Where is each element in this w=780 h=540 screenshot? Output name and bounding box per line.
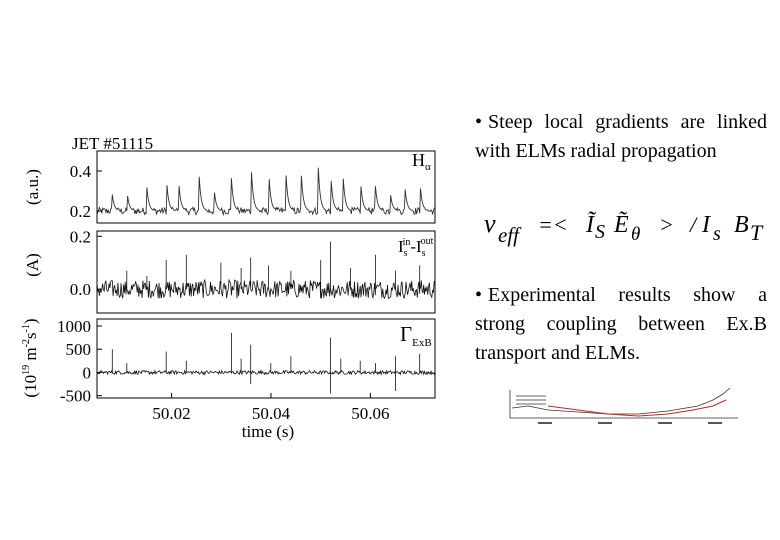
current-y-ticks: 0.2 0.0 xyxy=(70,227,102,299)
formula-eff: eff xyxy=(498,223,522,247)
thumbnail-tick-label xyxy=(658,422,672,424)
halpha-legend-sub: α xyxy=(425,161,431,173)
formula-i2: I xyxy=(701,212,711,238)
flux-ylabel-exp19: 19 xyxy=(21,365,32,375)
formula-slash: / xyxy=(688,212,698,237)
formula-eq: =< xyxy=(538,212,568,237)
current-frame xyxy=(96,230,436,314)
bullet-dot: • xyxy=(475,284,483,306)
bullet-exb-coupling: • Experimental results show a strong coup… xyxy=(475,281,767,368)
flux-ylabel-s: s xyxy=(21,332,40,339)
x-tick-label: 50.04 xyxy=(252,404,291,423)
y-tick-label: 0.0 xyxy=(70,280,91,299)
formula-theta: θ xyxy=(631,224,640,245)
flux-trace xyxy=(96,332,436,394)
thumbnail-black-curve xyxy=(511,387,731,415)
current-legend-minus-i: -I xyxy=(410,237,422,256)
flux-frame xyxy=(96,318,436,399)
flux-panel: 1000 500 0 -500 50.02 50.04 50.06 (1019 m-2s-… xyxy=(21,317,436,441)
y-tick-label: 1000 xyxy=(57,317,91,336)
halpha-y-ticks: 0.4 0.2 xyxy=(70,162,102,221)
y-tick-label: 0.2 xyxy=(70,202,91,221)
current-legend-in: in xyxy=(403,237,411,248)
current-legend-s2: s xyxy=(422,248,426,259)
flux-legend-sub: ExB xyxy=(412,337,432,349)
flux-ylabel-exp2: -2 xyxy=(21,339,32,347)
halpha-frame xyxy=(96,150,436,224)
thumbnail-legend-lines xyxy=(516,395,546,405)
x-tick-label: 50.02 xyxy=(152,404,190,423)
bullet-text-1: Steep local gradients are linked with EL… xyxy=(475,111,767,162)
formula-b: B xyxy=(734,212,749,238)
halpha-legend: Hα xyxy=(412,150,431,173)
thumbnail-tick-label xyxy=(538,422,552,424)
current-panel: 0.20.0 (A) Isin-Isout xyxy=(23,227,436,314)
halpha-trace xyxy=(96,167,436,217)
halpha-panel: 0.4 0.2 (a.u.) Hα xyxy=(23,150,436,224)
x-tick-label: 50.06 xyxy=(351,404,389,423)
y-tick-label: 0.2 xyxy=(70,227,91,246)
bullet-steep-gradients: • Steep local gradients are linked with E… xyxy=(475,108,767,166)
y-tick-label: 500 xyxy=(66,340,92,359)
bullet-dot: • xyxy=(475,111,483,133)
figure-title: JET #51115 xyxy=(72,134,153,153)
formula-s1: S xyxy=(595,221,605,243)
flux-y-ticks: 1000 500 0 -500 xyxy=(57,317,102,406)
current-legend-out: out xyxy=(421,236,434,247)
flux-legend: ΓExB xyxy=(400,322,432,349)
profile-thumbnail xyxy=(509,387,738,424)
jet-figure: JET #51115 0.4 0.2 (a.u.) Hα 0.2 0.0 (A) I… xyxy=(21,134,436,441)
current-legend-i1: I xyxy=(398,237,404,256)
current-legend: Isin-Isout xyxy=(398,236,434,259)
thumbnail-tick-label xyxy=(708,422,722,424)
y-tick-label: 0.4 xyxy=(70,162,92,181)
formula-s2: s xyxy=(713,223,721,245)
current-trace xyxy=(96,241,436,300)
formula-gt: > xyxy=(659,212,674,237)
halpha-ylabel: (a.u.) xyxy=(23,169,42,205)
flux-ylabel: (1019 m-2s-1) xyxy=(21,318,40,397)
veff-formula: v eff =< Ĩ S Ẽ θ > / I s B T xyxy=(484,209,764,247)
formula-e: Ẽ xyxy=(613,212,629,238)
flux-x-ticks: 50.02 50.04 50.06 xyxy=(152,393,390,423)
thumbnail-tick-label xyxy=(598,422,612,424)
flux-ylabel-close: ) xyxy=(21,318,40,324)
y-tick-label: 0 xyxy=(83,363,92,382)
flux-ylabel-a: (10 xyxy=(21,375,40,398)
flux-legend-gamma: Γ xyxy=(400,322,412,346)
flux-ylabel-m: m xyxy=(21,347,40,364)
thumbnail-red-curve xyxy=(547,399,727,417)
current-ylabel: (A) xyxy=(23,253,42,277)
formula-v: v xyxy=(484,209,496,238)
halpha-legend-h: H xyxy=(412,150,425,170)
thumbnail-axis xyxy=(509,390,738,419)
flux-ylabel-exp1: -1 xyxy=(21,324,32,332)
x-axis-label: time (s) xyxy=(242,422,294,441)
bullet-text-2: Experimental results show a strong coupl… xyxy=(475,284,767,364)
formula-t: T xyxy=(750,220,764,245)
current-legend-s1: s xyxy=(404,248,408,259)
y-tick-label: -500 xyxy=(60,387,91,406)
